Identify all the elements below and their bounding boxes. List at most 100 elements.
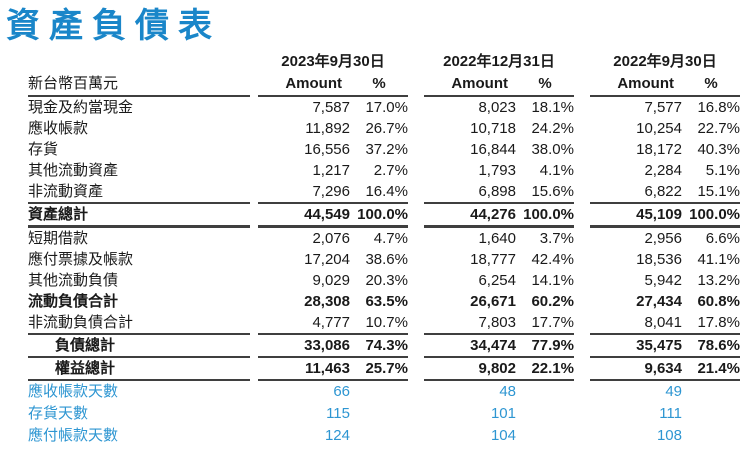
- amount-cell: 6,822: [590, 180, 682, 204]
- pct-cell: 15.1%: [682, 180, 740, 204]
- column-gap: [574, 334, 590, 357]
- amount-cell: 49: [665, 383, 682, 400]
- amount-cell: 44,549: [258, 202, 350, 228]
- amount-cell: 18,172: [636, 140, 682, 158]
- pct-cell: 37.2%: [365, 140, 408, 158]
- pct-cell: 16.8%: [697, 98, 740, 116]
- row-label: 應收帳款: [28, 119, 89, 137]
- pct-cell: 24.2%: [531, 119, 574, 137]
- column-gap: [574, 226, 590, 249]
- pct-cell: [516, 425, 574, 447]
- amount-cell: 44,276: [424, 202, 516, 228]
- pct-cell: 14.1%: [531, 271, 574, 289]
- row-receivable-days: 應收帳款天數 66 48 49: [28, 380, 740, 403]
- amount-cell: 7,577: [644, 98, 682, 116]
- column-gap: [408, 51, 424, 73]
- row-label: 非流動資產: [28, 180, 250, 204]
- pct-cell: 63.5%: [365, 292, 408, 310]
- column-gap: [574, 139, 590, 160]
- column-gap: [250, 226, 258, 249]
- column-gap: [574, 249, 590, 270]
- amount-cell: 26,671: [470, 292, 516, 310]
- column-gap: [250, 425, 258, 447]
- amount-cell: 4,777: [258, 311, 350, 335]
- pct-cell: 22.7%: [697, 119, 740, 137]
- column-gap: [250, 357, 258, 380]
- percent-header: %: [682, 72, 740, 97]
- column-gap: [408, 160, 424, 181]
- amount-cell: 2,284: [644, 161, 682, 179]
- amount-cell: 1,793: [478, 161, 516, 179]
- amount-cell: 35,475: [590, 333, 682, 358]
- row-label: 應收帳款天數: [28, 383, 119, 400]
- row-label: 短期借款: [28, 229, 89, 247]
- amount-cell: 10,718: [470, 119, 516, 137]
- column-gap: [574, 96, 590, 118]
- spacer-cell: [28, 51, 250, 73]
- pct-cell: [682, 403, 740, 425]
- row-label: 權益總計: [28, 356, 250, 381]
- row-inventory: 存貨 16,556 37.2% 16,844 38.0% 18,172 40.3…: [28, 139, 740, 160]
- column-gap: [250, 139, 258, 160]
- pct-cell: 21.4%: [682, 356, 740, 381]
- period-header: 2023年9月30日: [281, 53, 385, 70]
- pct-cell: 100.0%: [350, 202, 408, 228]
- column-gap: [574, 291, 590, 312]
- amount-cell: 108: [656, 427, 682, 444]
- pct-cell: 40.3%: [697, 140, 740, 158]
- column-gap: [408, 73, 424, 96]
- row-inventory-days: 存貨天數 115 101 111: [28, 403, 740, 425]
- pct-cell: [682, 425, 740, 447]
- percent-header: %: [516, 72, 574, 97]
- pct-cell: 60.2%: [531, 292, 574, 310]
- column-gap: [250, 118, 258, 139]
- unit-label: 新台幣百萬元: [28, 72, 250, 97]
- row-other-current-liabilities: 其他流動負債 9,029 20.3% 6,254 14.1% 5,942 13.…: [28, 270, 740, 291]
- column-gap: [408, 226, 424, 249]
- row-label: 資產總計: [28, 202, 250, 228]
- amount-cell: 7,587: [312, 98, 350, 116]
- amount-cell: 48: [499, 383, 516, 400]
- pct-cell: 3.7%: [539, 229, 574, 247]
- pct-cell: [350, 403, 408, 425]
- column-gap: [408, 334, 424, 357]
- amount-cell: 16,556: [304, 140, 350, 158]
- column-gap: [574, 425, 590, 447]
- pct-cell: [350, 380, 408, 403]
- pct-cell: [682, 380, 740, 403]
- pct-cell: 20.3%: [365, 271, 408, 289]
- amount-cell: 8,041: [590, 311, 682, 335]
- amount-cell: 66: [333, 383, 350, 400]
- row-label: 現金及約當現金: [28, 98, 134, 116]
- column-gap: [574, 51, 590, 73]
- amount-cell: 2,076: [312, 229, 350, 247]
- column-gap: [574, 270, 590, 291]
- row-label: 非流動負債合計: [28, 311, 250, 335]
- column-gap: [574, 357, 590, 380]
- row-label: 負債總計: [28, 333, 250, 358]
- amount-cell: 18,777: [470, 250, 516, 268]
- balance-sheet-table: 2023年9月30日 2022年12月31日 2022年9月30日 新台幣百萬元…: [28, 51, 740, 447]
- column-gap: [574, 203, 590, 227]
- pct-cell: 13.2%: [697, 271, 740, 289]
- pct-cell: 100.0%: [682, 202, 740, 228]
- pct-cell: 74.3%: [350, 333, 408, 358]
- row-total-current-liabilities: 流動負債合計 28,308 63.5% 26,671 60.2% 27,434 …: [28, 291, 740, 312]
- balance-sheet-page: 資產負債表 2023年9月30日 2022年12月31日 2022年9月30日 …: [0, 6, 740, 451]
- column-gap: [250, 73, 258, 96]
- column-header-row: 新台幣百萬元 Amount % Amount % Amount %: [28, 72, 740, 97]
- column-gap: [574, 160, 590, 181]
- row-cash: 現金及約當現金 7,587 17.0% 8,023 18.1% 7,577 16…: [28, 96, 740, 118]
- column-gap: [250, 249, 258, 270]
- row-total-noncurrent-liabilities: 非流動負債合計 4,777 10.7% 7,803 17.7% 8,041 17…: [28, 311, 740, 335]
- row-label: 流動負債合計: [28, 292, 119, 310]
- row-label: 應付票據及帳款: [28, 250, 134, 268]
- column-gap: [250, 51, 258, 73]
- pct-cell: 42.4%: [531, 250, 574, 268]
- column-gap: [574, 380, 590, 403]
- column-gap: [250, 380, 258, 403]
- amount-cell: 111: [659, 405, 682, 422]
- amount-cell: 124: [324, 427, 350, 444]
- row-label: 應付帳款天數: [28, 427, 119, 444]
- pct-cell: 17.8%: [682, 311, 740, 335]
